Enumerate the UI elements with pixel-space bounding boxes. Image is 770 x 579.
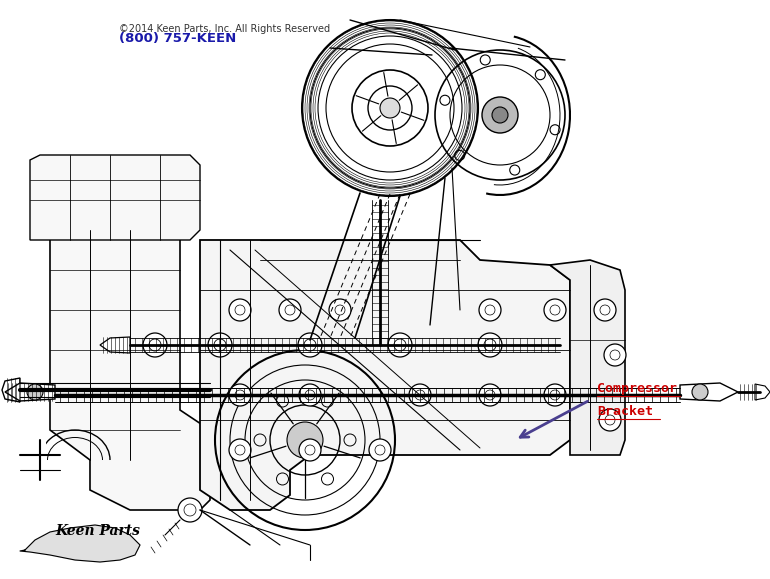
Circle shape xyxy=(27,384,43,400)
Text: (800) 757-KEEN: (800) 757-KEEN xyxy=(119,32,236,45)
Circle shape xyxy=(208,333,232,357)
Circle shape xyxy=(229,439,251,461)
Text: ©2014 Keen Parts, Inc. All Rights Reserved: ©2014 Keen Parts, Inc. All Rights Reserv… xyxy=(119,24,330,34)
Polygon shape xyxy=(2,378,20,402)
Circle shape xyxy=(478,333,502,357)
Text: Keen Parts: Keen Parts xyxy=(55,524,140,538)
Circle shape xyxy=(479,299,501,321)
Circle shape xyxy=(492,107,508,123)
Circle shape xyxy=(482,97,518,133)
Circle shape xyxy=(544,384,566,406)
Circle shape xyxy=(298,333,322,357)
Circle shape xyxy=(299,439,321,461)
Text: Bracket: Bracket xyxy=(597,405,653,418)
Circle shape xyxy=(409,384,431,406)
Polygon shape xyxy=(5,383,55,401)
Circle shape xyxy=(329,299,351,321)
Polygon shape xyxy=(680,383,738,401)
Circle shape xyxy=(479,384,501,406)
Circle shape xyxy=(604,344,626,366)
Text: Compressor: Compressor xyxy=(597,382,677,395)
Polygon shape xyxy=(200,240,570,510)
Circle shape xyxy=(229,299,251,321)
Polygon shape xyxy=(550,260,625,455)
Circle shape xyxy=(143,333,167,357)
Circle shape xyxy=(594,299,616,321)
Circle shape xyxy=(380,98,400,118)
Polygon shape xyxy=(20,525,140,562)
Circle shape xyxy=(229,384,251,406)
Circle shape xyxy=(178,498,202,522)
Polygon shape xyxy=(50,230,210,510)
Circle shape xyxy=(599,409,621,431)
Circle shape xyxy=(287,422,323,458)
Circle shape xyxy=(299,384,321,406)
Circle shape xyxy=(369,439,391,461)
Circle shape xyxy=(388,333,412,357)
Polygon shape xyxy=(100,337,130,353)
Circle shape xyxy=(544,299,566,321)
Polygon shape xyxy=(30,155,200,240)
Circle shape xyxy=(279,299,301,321)
Circle shape xyxy=(692,384,708,400)
Polygon shape xyxy=(755,384,770,400)
